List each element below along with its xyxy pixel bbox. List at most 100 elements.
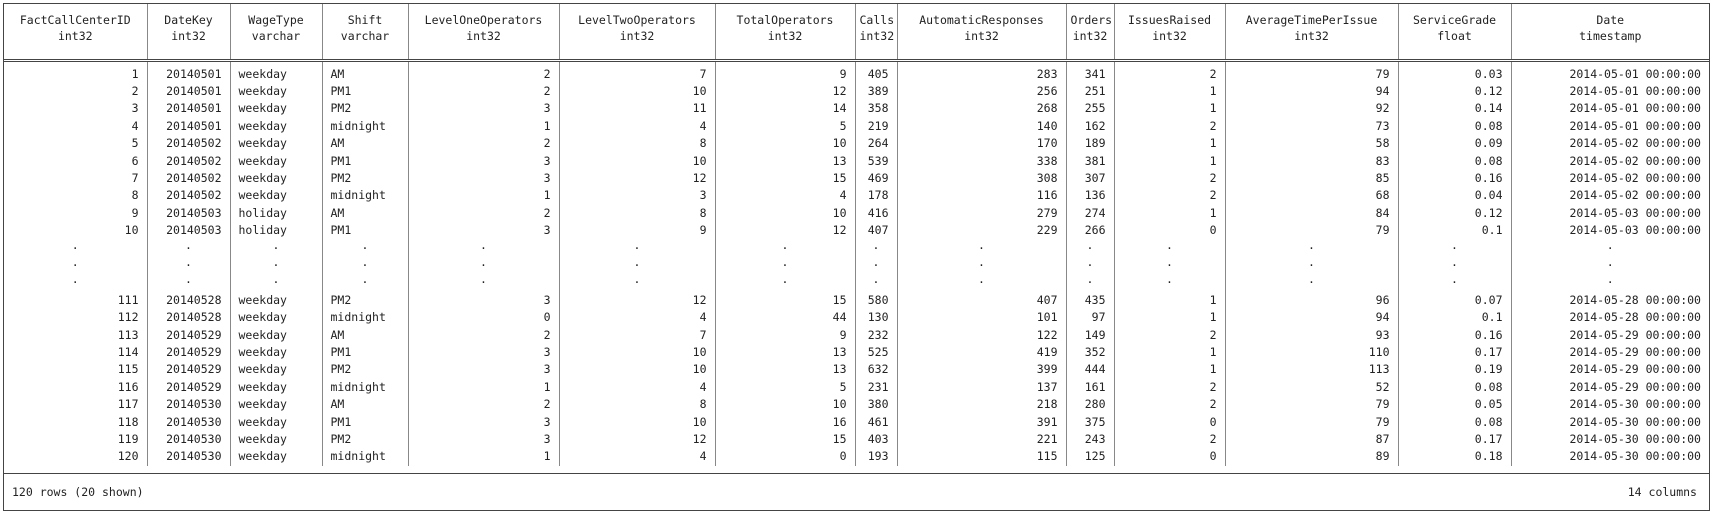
cell: 7: [131, 170, 139, 185]
ellipsis-cell: ·: [407, 239, 559, 257]
column-name: DateKey: [164, 13, 213, 27]
column-header: Orders int32: [1065, 4, 1114, 62]
ellipsis-cell: ·: [71, 257, 79, 272]
cell: 375: [1065, 413, 1114, 432]
column-name: LevelOneOperators: [424, 13, 543, 27]
cell: 2014-05-03 00:00:00: [1510, 204, 1709, 223]
ellipsis-cell: ·: [854, 256, 897, 275]
cell: 113: [117, 327, 139, 342]
ellipsis-cell: ·: [1113, 239, 1225, 257]
cell: weekday: [229, 100, 322, 118]
cell: 13: [714, 344, 855, 362]
cell: 20140501: [146, 60, 230, 83]
cell: 89: [1224, 448, 1398, 466]
data-row: 112 20140528 weekday midnight 0 4 44 130 101 97 1 9…: [4, 309, 1709, 327]
cell: 2: [407, 326, 559, 344]
cell: 13: [714, 361, 855, 379]
ellipsis-cell: ·: [229, 239, 322, 257]
cell: 4: [558, 378, 715, 397]
ellipsis-cell: ·: [714, 274, 855, 292]
cell: 93: [1224, 326, 1398, 344]
ellipsis-cell: ·: [321, 239, 408, 257]
cell: 3: [407, 361, 559, 379]
cell: 2: [1113, 169, 1225, 188]
column-name: IssuesRaised: [1127, 13, 1212, 27]
cell: 178: [854, 187, 897, 205]
cell: 20140502: [146, 135, 230, 153]
cell: 85: [1224, 169, 1398, 188]
cell: 9: [714, 326, 855, 344]
ellipsis-cell: ·: [1397, 256, 1511, 275]
cell: 283: [896, 60, 1066, 83]
column-name: Date: [1596, 13, 1625, 27]
cell: 0: [407, 309, 559, 327]
ellipsis-cell: ·: [229, 274, 322, 292]
cell: 469: [854, 169, 897, 188]
cell: 0.04: [1397, 187, 1511, 205]
column-header: Shift varchar: [321, 4, 408, 62]
cell: 2014-05-01 00:00:00: [1510, 82, 1709, 101]
cell: 20140530: [146, 413, 230, 432]
cell: 162: [1065, 117, 1114, 136]
cell: 0.1: [1397, 222, 1511, 240]
cell: 5: [714, 117, 855, 136]
ellipsis-cell: ·: [146, 239, 230, 257]
cell: 274: [1065, 204, 1114, 223]
cell: 399: [896, 361, 1066, 379]
cell: 231: [854, 378, 897, 397]
ellipsis-cell: ·: [558, 239, 715, 257]
cell: 1: [1113, 152, 1225, 170]
cell: 10: [558, 413, 715, 432]
cell: 3: [558, 187, 715, 205]
cell: 79: [1224, 396, 1398, 414]
cell: 140: [896, 117, 1066, 136]
column-type: int32: [1152, 29, 1187, 43]
ellipsis-row: · · · · · · · · · · · · · ·: [4, 239, 1709, 257]
cell: PM1: [321, 222, 408, 240]
ellipsis-cell: ·: [1397, 239, 1511, 257]
cell: 308: [896, 169, 1066, 188]
cell: 4: [558, 309, 715, 327]
cell: 115: [896, 448, 1066, 466]
cell: 416: [854, 204, 897, 223]
cell: 4: [558, 117, 715, 136]
cell: 2: [407, 60, 559, 83]
cell: 279: [896, 204, 1066, 223]
cell: 539: [854, 152, 897, 170]
cell: 255: [1065, 100, 1114, 118]
cell: 15: [714, 169, 855, 188]
cell: 10: [558, 82, 715, 101]
data-row: 7 20140502 weekday PM2 3 12 15 469 308 307 2 85 0.16…: [4, 169, 1709, 188]
cell: 58: [1224, 135, 1398, 153]
cell: 193: [854, 448, 897, 466]
cell: 0.09: [1397, 135, 1511, 153]
column-type: int32: [859, 29, 895, 43]
cell: 0: [714, 448, 855, 466]
data-row: 10 20140503 holiday PM1 3 9 12 407 229 266 0 79 0.1 2…: [4, 222, 1709, 240]
ellipsis-cell: ·: [558, 256, 715, 275]
cell: 10: [558, 152, 715, 170]
column-name: Calls: [859, 13, 895, 27]
cell: 79: [1224, 413, 1398, 432]
cell: PM2: [321, 291, 408, 310]
cell: PM1: [321, 344, 408, 362]
cell: 0.08: [1397, 413, 1511, 432]
cell: 115: [117, 362, 139, 377]
cell: 0.12: [1397, 204, 1511, 223]
cell: 2014-05-02 00:00:00: [1510, 169, 1709, 188]
ellipsis-cell: ·: [229, 256, 322, 275]
cell: AM: [321, 60, 408, 83]
data-row: 1 20140501 weekday AM 2 7 9 405 283 341 2 79 0.03 201…: [4, 60, 1709, 83]
cell: 83: [1224, 152, 1398, 170]
cell: 149: [1065, 326, 1114, 344]
cell: 10: [714, 204, 855, 223]
cell: 116: [117, 379, 139, 394]
cell: 2: [131, 83, 139, 98]
cell: 232: [854, 326, 897, 344]
cell: 84: [1224, 204, 1398, 223]
cell: PM1: [321, 82, 408, 101]
cell: midnight: [321, 187, 408, 205]
cell: 0.16: [1397, 326, 1511, 344]
cell: 20140529: [146, 361, 230, 379]
cell: 0.18: [1397, 448, 1511, 466]
